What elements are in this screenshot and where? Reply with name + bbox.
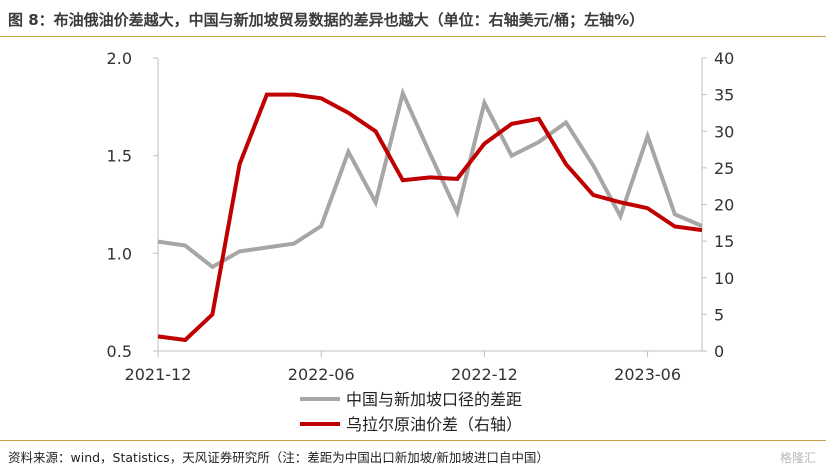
left-tick-label: 1.0 <box>107 244 132 263</box>
right-tick-label: 0 <box>714 342 724 361</box>
left-tick-label: 1.5 <box>107 147 132 166</box>
right-tick-label: 20 <box>714 196 734 215</box>
right-tick-label: 5 <box>714 305 724 324</box>
legend-label: 乌拉尔原油价差（右轴） <box>346 415 522 434</box>
chart-series <box>157 87 703 343</box>
x-tick-label: 2022-12 <box>451 365 518 384</box>
right-tick-label: 10 <box>714 269 734 288</box>
x-tick-label: 2023-06 <box>614 365 681 384</box>
x-tick-label: 2021-12 <box>125 365 192 384</box>
right-tick-label: 15 <box>714 232 734 251</box>
legend-label: 中国与新加坡口径的差距 <box>346 390 522 409</box>
right-tick-label: 25 <box>714 159 734 178</box>
chart: 0.5 1.0 1.5 2.0 0 5 10 15 20 25 30 35 40 2021-12 2022-… <box>107 49 735 434</box>
series-line-ural-spread <box>157 92 703 343</box>
series-line-china-singapore-gap <box>157 87 703 270</box>
figure-title: 图 8：布油俄油价差越大，中国与新加坡贸易数据的差异也越大（单位：右轴美元/桶；… <box>8 11 645 29</box>
left-tick-label: 2.0 <box>107 49 132 68</box>
right-tick-label: 40 <box>714 49 734 68</box>
top-divider <box>0 36 826 37</box>
chart-axes: 0.5 1.0 1.5 2.0 0 5 10 15 20 25 30 35 40 2021-12 2022-… <box>107 49 735 384</box>
bottom-divider <box>0 440 826 441</box>
source-note: 资料来源：wind，Statistics，天风证券研究所（注：差距为中国出口新加… <box>8 450 549 465</box>
left-tick-label: 0.5 <box>107 342 132 361</box>
right-tick-label: 35 <box>714 86 734 105</box>
right-tick-label: 30 <box>714 122 734 141</box>
x-tick-label: 2022-06 <box>288 365 355 384</box>
watermark-logo: 格隆汇 <box>779 451 816 465</box>
